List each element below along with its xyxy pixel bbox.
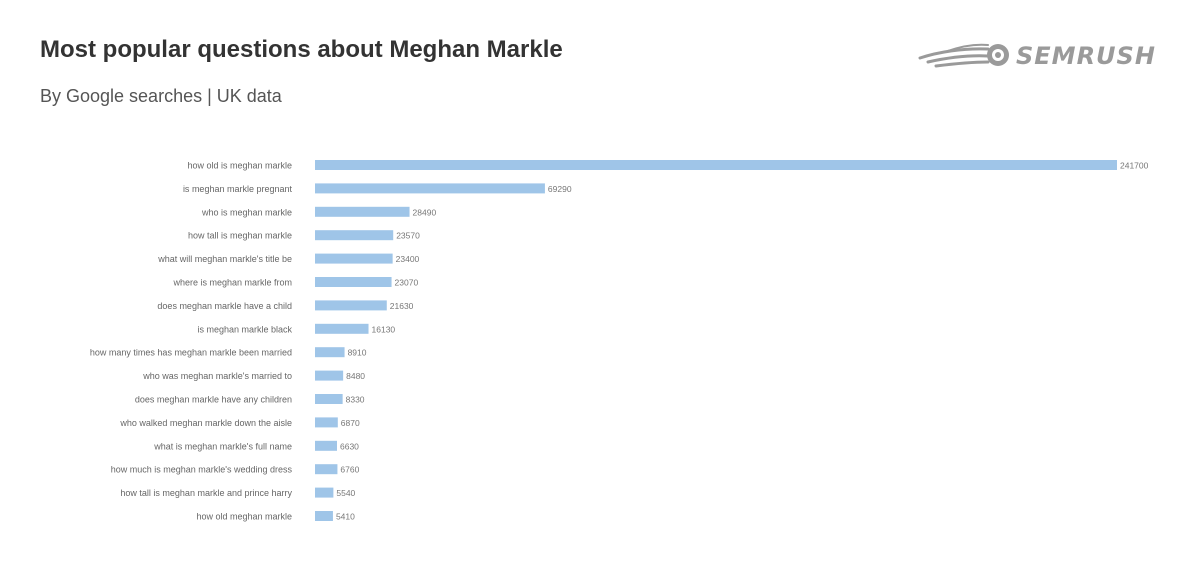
category-label: what will meghan markle's title be bbox=[157, 254, 292, 264]
category-label: how old meghan markle bbox=[196, 512, 292, 522]
bar bbox=[315, 277, 392, 287]
semrush-fireball-icon bbox=[918, 43, 1009, 68]
bar bbox=[315, 487, 334, 498]
category-label: how many times has meghan markle been ma… bbox=[90, 348, 292, 358]
bar bbox=[315, 440, 337, 451]
bar bbox=[315, 160, 1117, 170]
bar bbox=[315, 206, 410, 217]
category-label: how tall is meghan markle bbox=[188, 231, 292, 241]
category-label: does meghan markle have any children bbox=[135, 395, 292, 405]
bar bbox=[315, 230, 394, 241]
category-label: is meghan markle pregnant bbox=[183, 184, 293, 194]
value-label: 28490 bbox=[413, 207, 437, 217]
value-label: 5410 bbox=[336, 512, 355, 522]
category-label: who is meghan markle bbox=[201, 207, 292, 217]
bar bbox=[315, 253, 393, 264]
category-label: where is meghan markle from bbox=[172, 278, 292, 288]
value-label: 23070 bbox=[395, 278, 419, 288]
value-label: 241700 bbox=[1120, 161, 1149, 171]
value-label: 8480 bbox=[346, 371, 365, 381]
category-label: what is meghan markle's full name bbox=[153, 441, 292, 451]
value-label: 8910 bbox=[348, 348, 367, 358]
category-label: is meghan markle black bbox=[197, 324, 292, 334]
bar bbox=[315, 300, 387, 311]
category-label: how much is meghan markle's wedding dres… bbox=[111, 465, 293, 475]
bar bbox=[315, 417, 338, 428]
bar bbox=[315, 347, 345, 358]
bar bbox=[315, 394, 343, 404]
category-label: who was meghan markle's married to bbox=[142, 371, 292, 381]
chart-title: Most popular questions about Meghan Mark… bbox=[40, 36, 563, 63]
semrush-logo: SEMRUSH bbox=[918, 38, 1168, 74]
bar bbox=[315, 183, 545, 194]
value-label: 21630 bbox=[390, 301, 414, 311]
category-label: how tall is meghan markle and prince har… bbox=[120, 488, 292, 498]
value-label: 69290 bbox=[548, 184, 572, 194]
category-label: how old is meghan markle bbox=[187, 161, 292, 171]
value-label: 8330 bbox=[346, 395, 365, 405]
category-label: does meghan markle have a child bbox=[157, 301, 292, 311]
value-label: 23570 bbox=[396, 231, 420, 241]
bar bbox=[315, 323, 369, 334]
value-label: 6630 bbox=[340, 441, 359, 451]
category-label: who walked meghan markle down the aisle bbox=[119, 418, 292, 428]
value-label: 6870 bbox=[341, 418, 360, 428]
semrush-logo-text: SEMRUSH bbox=[1016, 42, 1156, 70]
bar bbox=[315, 464, 338, 475]
value-label: 16130 bbox=[372, 324, 396, 334]
value-label: 5540 bbox=[336, 488, 355, 498]
bar bbox=[315, 511, 333, 521]
value-label: 23400 bbox=[396, 254, 420, 264]
chart-subtitle: By Google searches | UK data bbox=[40, 86, 282, 106]
value-label: 6760 bbox=[340, 465, 359, 475]
bar bbox=[315, 370, 344, 381]
